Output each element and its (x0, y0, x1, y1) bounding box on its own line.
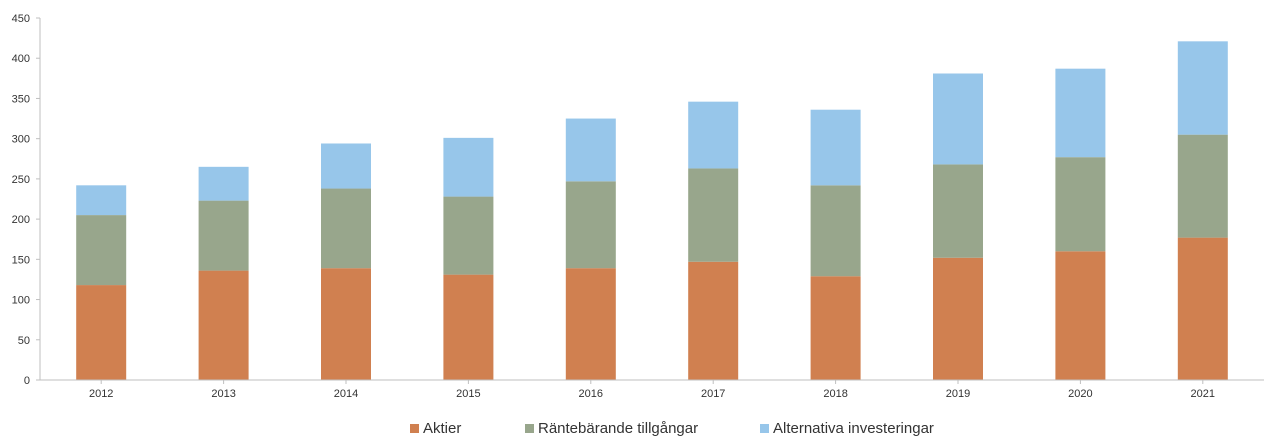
bar-segment (321, 268, 371, 380)
bar-segment (1055, 68, 1106, 158)
y-tick-label: 400 (12, 53, 30, 65)
x-tick-label: 2012 (89, 388, 113, 400)
bar-segment (688, 101, 739, 169)
y-tick-label: 200 (12, 214, 30, 226)
x-tick-label: 2014 (334, 388, 358, 400)
y-tick-label: 300 (12, 134, 30, 146)
legend: Aktier Räntebärande tillgångar Alternativa… (410, 420, 934, 437)
bar-segment (321, 143, 371, 189)
legend-swatch (525, 424, 534, 433)
x-tick-label: 2017 (701, 388, 725, 400)
bar-segment (810, 109, 861, 186)
x-tick-label: 2015 (456, 388, 480, 400)
bar-segment (76, 285, 127, 380)
bar-segment (933, 164, 983, 258)
bar-segment (688, 261, 739, 380)
bar-segment (565, 268, 616, 380)
x-tick-label: 2018 (823, 388, 847, 400)
x-tick-label: 2019 (946, 388, 970, 400)
x-tick-label: 2020 (1068, 388, 1092, 400)
bar-segment (76, 185, 127, 216)
bar-segment (1177, 237, 1228, 380)
bar-segment (810, 276, 861, 380)
bar-segment (1177, 41, 1228, 135)
bar-segment (688, 168, 739, 262)
y-tick-label: 250 (12, 174, 30, 186)
bar-segment (443, 137, 494, 197)
x-axis: 2012 2013 2014 2015 2016 2017 2018 2019 2020 2021 (40, 379, 1264, 400)
bar-segment (1177, 134, 1228, 238)
y-tick-label: 450 (12, 13, 30, 25)
bar-segment (76, 215, 127, 286)
y-tick-label: 100 (12, 295, 30, 307)
bar-segment (1055, 251, 1106, 380)
bar-segment (1055, 157, 1106, 252)
y-tick-label: 0 (24, 375, 30, 387)
y-tick-label: 150 (12, 254, 30, 266)
y-tick-label: 350 (12, 93, 30, 105)
bar-segment (321, 188, 371, 269)
bars (76, 41, 1228, 380)
y-axis: 0 50 100 150 200 250 300 350 400 450 (12, 13, 41, 387)
x-tick-label: 2016 (579, 388, 603, 400)
legend-swatch (760, 424, 769, 433)
bar-segment (198, 270, 249, 380)
bar-segment (810, 185, 861, 277)
bar-segment (443, 196, 494, 275)
bar-segment (933, 257, 983, 380)
bar-segment (565, 118, 616, 182)
bar-segment (933, 73, 983, 165)
x-tick-label: 2013 (211, 388, 235, 400)
legend-swatch (410, 424, 419, 433)
x-tick-label: 2021 (1191, 388, 1215, 400)
legend-label: Räntebärande tillgångar (538, 420, 698, 437)
y-tick-label: 50 (18, 335, 30, 347)
bar-segment (443, 274, 494, 380)
bar-segment (565, 181, 616, 269)
legend-label: Alternativa investeringar (773, 420, 934, 437)
bar-segment (198, 200, 249, 271)
legend-label: Aktier (423, 420, 461, 437)
bar-segment (198, 166, 249, 201)
